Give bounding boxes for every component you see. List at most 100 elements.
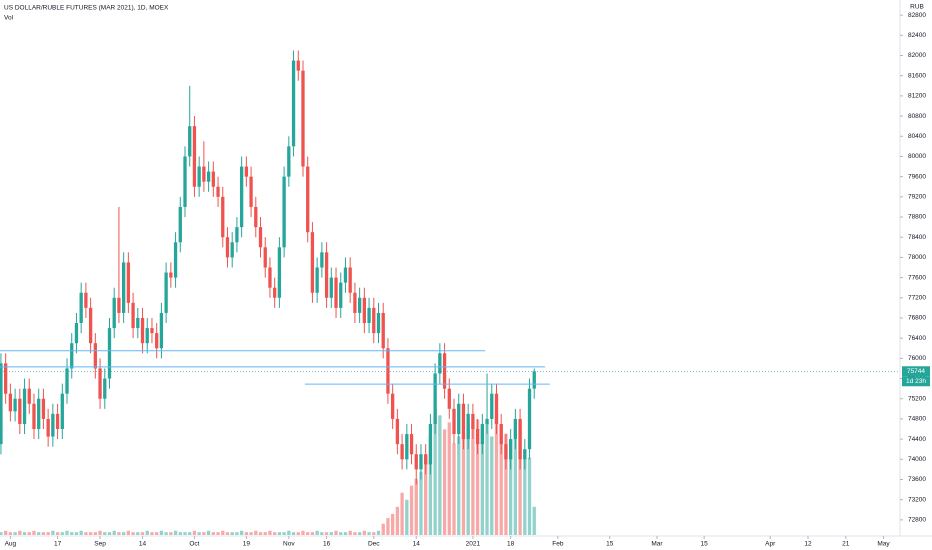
candle-body: [121, 262, 126, 313]
candle-body: [0, 363, 3, 445]
y-tick-label: 82400: [908, 32, 926, 39]
volume-bar: [188, 532, 192, 535]
volume-bar: [65, 530, 69, 535]
candle-body: [499, 423, 503, 445]
y-tick-label: 76000: [908, 355, 926, 362]
candle-body: [216, 186, 220, 197]
volume-bar: [183, 532, 187, 535]
candle-body: [442, 353, 447, 389]
volume-bar: [55, 532, 60, 535]
candle-body: [386, 348, 390, 394]
x-tick-label: Sep: [94, 541, 106, 548]
volume-bar: [216, 532, 220, 535]
volume-bar: [315, 530, 319, 535]
volume-bar: [126, 530, 131, 535]
volume-bar: [461, 433, 466, 535]
volume-bar: [74, 532, 79, 535]
y-tick-label: 82000: [908, 52, 926, 59]
candle-body: [485, 418, 489, 424]
candle-body: [37, 398, 41, 430]
volume-bar: [32, 530, 36, 535]
candle-body: [192, 126, 197, 187]
candle-body: [140, 317, 145, 344]
volume-bar: [225, 532, 230, 535]
volume-bar: [409, 485, 414, 535]
volume-bar: [466, 422, 470, 535]
candle-body: [84, 292, 88, 308]
volume-bar: [22, 532, 27, 535]
candle-body: [202, 166, 206, 182]
volume-bar: [291, 532, 296, 535]
candle-body: [155, 333, 159, 349]
y-tick-label: 76400: [908, 335, 926, 342]
volume-bar: [112, 530, 116, 535]
candle-body: [438, 353, 442, 374]
candle-body: [107, 328, 112, 379]
x-tick-label: May: [877, 541, 890, 548]
candle-body: [230, 242, 234, 258]
volume-bar: [145, 530, 149, 535]
volume-bar: [164, 532, 168, 535]
volume-bar: [221, 530, 225, 535]
volume-bar: [103, 532, 107, 535]
candle-body: [475, 429, 480, 445]
volume-bar: [202, 532, 206, 535]
candle-body: [306, 166, 310, 233]
candle-body: [93, 343, 97, 369]
candle-body: [334, 277, 338, 308]
x-tick-label: 15: [606, 541, 614, 548]
candle-body: [225, 237, 230, 258]
candle-body: [159, 312, 164, 349]
volume-bar: [159, 530, 164, 535]
candle-body: [523, 449, 527, 460]
volume-bar: [136, 532, 140, 535]
candle-body: [150, 328, 154, 334]
volume-bar: [532, 506, 536, 535]
candle-body: [103, 378, 107, 399]
candle-body: [4, 363, 8, 394]
volume-bar: [98, 530, 102, 535]
candle-body: [324, 252, 329, 298]
volume-bar: [79, 530, 83, 535]
volume-bar: [244, 532, 249, 535]
countdown-box: [902, 376, 930, 387]
currency-label: RUB: [910, 4, 924, 11]
volume-bar: [306, 532, 310, 535]
x-tick-label: 18: [507, 541, 515, 548]
x-tick-label: 12: [804, 541, 812, 548]
volume-bar: [438, 415, 442, 535]
volume-bar: [192, 530, 197, 535]
candle-body: [239, 166, 244, 228]
volume-bar: [367, 532, 371, 535]
volume-bar: [277, 532, 282, 535]
candle-body: [428, 423, 433, 465]
y-tick-label: 80400: [908, 133, 926, 140]
candle-body: [74, 323, 79, 344]
candle-body: [508, 439, 513, 460]
x-tick-label: Dec: [368, 541, 380, 548]
candle-body: [343, 267, 348, 283]
candle-body: [532, 371, 536, 389]
volume-bar: [376, 530, 381, 535]
y-tick-label: 82800: [908, 12, 926, 19]
volume-bar: [70, 532, 74, 535]
candle-body: [221, 196, 225, 238]
volume-bar: [178, 532, 182, 535]
volume-bar: [169, 532, 173, 535]
candle-body: [145, 328, 149, 344]
volume-bar: [362, 530, 366, 535]
volume-bar: [37, 532, 41, 535]
candle-body: [60, 393, 64, 430]
x-tick-label: 16: [323, 541, 331, 548]
candle-body: [362, 297, 366, 324]
volume-bar: [499, 425, 503, 535]
candle-body: [414, 454, 418, 470]
volume-bar: [8, 532, 13, 535]
volume-bar: [211, 532, 215, 535]
candle-body: [419, 454, 423, 470]
candle-body: [22, 388, 27, 424]
chart-title: US DOLLAR/RUBLE FUTURES (MAR 2021), 1D, …: [4, 5, 169, 12]
volume-bar: [494, 415, 499, 535]
candle-body: [51, 413, 55, 437]
